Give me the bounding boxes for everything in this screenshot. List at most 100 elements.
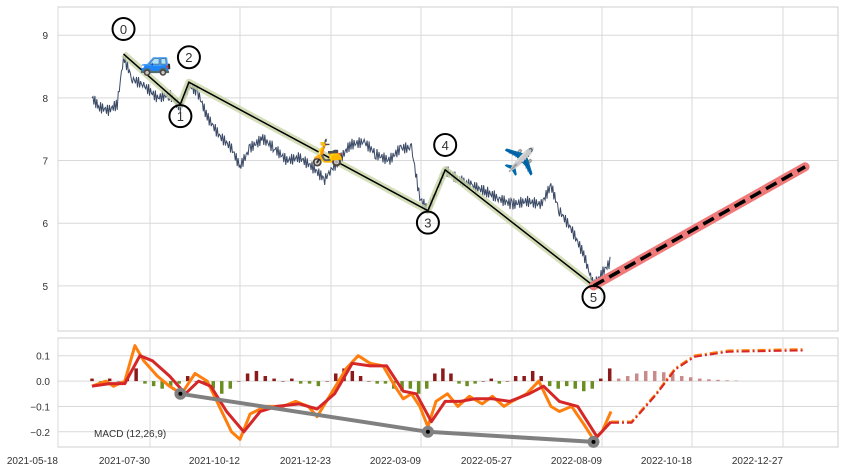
histogram-bar — [582, 381, 586, 392]
histogram-bar — [298, 381, 303, 384]
histogram-bar — [505, 381, 510, 382]
histogram-bar — [254, 370, 259, 382]
y-tick-label: 0.1 — [36, 352, 50, 363]
histogram-bar — [90, 378, 94, 382]
pivot-label: 2 — [185, 50, 192, 65]
histogram-projection-bar — [734, 380, 738, 382]
pivot-circle — [176, 45, 201, 70]
histogram-bar — [307, 381, 312, 384]
histogram-bar — [481, 381, 485, 382]
x-tick-label: 2022-03-09 — [370, 456, 422, 467]
airplane-icon: ✈️ — [503, 146, 535, 177]
histogram-bar — [358, 376, 363, 382]
histogram-bar — [449, 373, 453, 382]
histogram-projection-bar — [661, 372, 666, 382]
histogram-bar — [333, 373, 338, 382]
divergence-point-center — [591, 439, 596, 444]
x-tick-label: 2022-05-27 — [461, 456, 513, 467]
histogram-projection-bar — [625, 376, 630, 382]
pivot-label: 1 — [177, 109, 184, 124]
histogram-bar — [513, 376, 518, 382]
histogram-bar — [143, 381, 147, 384]
price-line — [91, 56, 611, 290]
histogram-bar — [530, 370, 535, 382]
histogram-projection-bar — [652, 370, 657, 382]
histogram-bar — [547, 381, 552, 387]
histogram-bar — [134, 368, 138, 382]
histogram-bar — [441, 368, 445, 382]
histogram-projection-bar — [707, 379, 711, 382]
histogram-projection-bar — [670, 373, 675, 382]
histogram-bar — [408, 381, 413, 389]
y-tick-label: 6 — [42, 219, 48, 230]
histogram-bar — [350, 370, 355, 382]
projection-line — [592, 165, 806, 288]
histogram-bar — [245, 373, 250, 382]
pivot-circle — [111, 17, 136, 42]
histogram-bar — [316, 381, 321, 387]
x-axis-ticks: 2021-05-18 2021-07-30 2021-10-12 2021-12-23… — [7, 456, 784, 467]
histogram-bar — [539, 376, 543, 382]
price-marks: 0 1 2 3 4 5 🚙 🛵 ✈️ — [91, 17, 810, 309]
histogram-bar — [116, 381, 121, 382]
histogram-bar — [211, 381, 215, 389]
histogram-bar — [564, 381, 569, 387]
pivot-circle — [168, 104, 193, 129]
histogram-projection-bar — [616, 378, 621, 382]
histogram-bar — [290, 378, 294, 382]
histogram-bar — [220, 381, 224, 394]
histogram-bar — [367, 381, 371, 382]
x-tick-label: 2022-12-27 — [732, 456, 784, 467]
histogram-bar — [107, 378, 112, 382]
pivot-label: 4 — [442, 138, 449, 153]
x-tick-label: 2021-05-18 — [7, 456, 59, 467]
pivot-circle — [433, 132, 458, 157]
histogram-bar — [433, 373, 437, 382]
histogram-bar — [375, 381, 379, 384]
histogram-bar — [522, 376, 526, 382]
histogram-bar — [263, 376, 268, 382]
y-tick-label: 0.0 — [36, 377, 50, 388]
histogram-bar — [151, 381, 156, 387]
histogram-projection-bar — [698, 378, 702, 382]
divergence-point-center — [425, 429, 430, 434]
macd-label: MACD (12,26,9) — [94, 429, 166, 440]
y-tick-label: 9 — [42, 31, 48, 42]
histogram-bar — [556, 381, 560, 389]
histogram-projection-bar — [634, 373, 639, 382]
y-tick-label: 5 — [42, 282, 48, 293]
y-tick-label: −0.2 — [30, 428, 50, 439]
signal-projection-line — [611, 349, 806, 424]
histogram-bar — [383, 381, 388, 384]
histogram-projection-bar — [688, 377, 693, 382]
histogram-bar — [177, 381, 181, 384]
histogram-bar — [160, 381, 164, 389]
histogram-bar — [573, 381, 577, 389]
pivot-label: 0 — [120, 22, 127, 37]
zigzag-line — [123, 53, 594, 287]
histogram-bar — [168, 381, 173, 387]
y-tick-label: 7 — [42, 157, 48, 168]
car-icon: 🚙 — [140, 46, 172, 77]
y-tick-label: −0.1 — [30, 402, 50, 413]
histogram-bar — [465, 381, 469, 387]
divergence-point-center — [178, 391, 183, 396]
pivot-circle — [415, 210, 440, 235]
x-tick-label: 2021-12-23 — [280, 456, 332, 467]
pivot-label: 3 — [424, 216, 431, 231]
x-tick-label: 2022-08-09 — [551, 456, 603, 467]
histogram-bar — [228, 381, 233, 389]
histogram-bar — [185, 376, 190, 382]
pivot-label: 5 — [590, 290, 597, 305]
histogram-projection-bar — [716, 379, 720, 382]
histogram-bar — [416, 381, 421, 394]
histogram-projection-bar — [643, 370, 648, 382]
x-tick-label: 2021-07-30 — [99, 456, 151, 467]
histogram-bar — [457, 381, 461, 384]
scooter-icon: 🛵 — [311, 137, 343, 168]
histogram-bar — [237, 381, 241, 382]
pivot-circle — [581, 284, 606, 309]
x-tick-label: 2021-10-12 — [189, 456, 241, 467]
histogram-projection-bar — [725, 380, 729, 382]
